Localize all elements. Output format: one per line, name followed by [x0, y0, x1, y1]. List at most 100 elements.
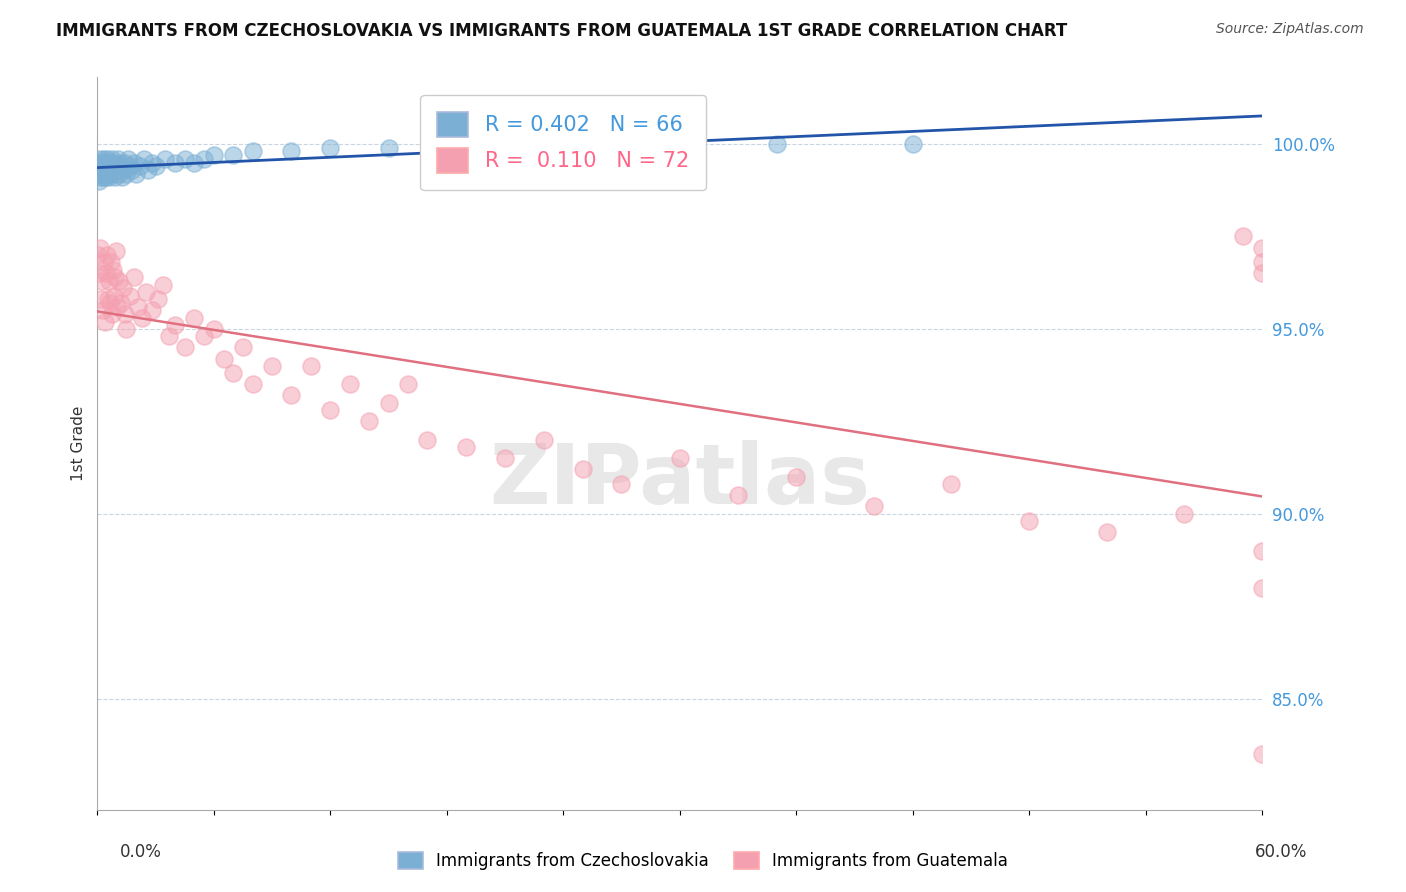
Point: [101, 162, 124, 177]
Point: [114, 155, 136, 169]
Point: [105, 300, 128, 314]
Point: [103, 288, 125, 302]
Point: [110, 159, 132, 173]
Point: [98, 159, 121, 173]
Point: [94, 162, 117, 177]
Legend: R = 0.402   N = 66, R =  0.110   N = 72: R = 0.402 N = 66, R = 0.110 N = 72: [420, 95, 706, 190]
Point: [1251, 241, 1274, 255]
Point: [120, 288, 142, 302]
Point: [145, 159, 167, 173]
Point: [183, 310, 205, 325]
Point: [90, 159, 112, 173]
Point: [1251, 267, 1274, 281]
Point: [1251, 747, 1274, 762]
Point: [98, 155, 121, 169]
Point: [90, 293, 112, 307]
Point: [232, 340, 254, 354]
Point: [91, 274, 114, 288]
Point: [1251, 581, 1274, 595]
Point: [96, 167, 118, 181]
Point: [89, 174, 111, 188]
Point: [131, 310, 153, 325]
Point: [110, 170, 132, 185]
Point: [87, 248, 110, 262]
Point: [941, 477, 963, 491]
Point: [727, 488, 749, 502]
Point: [132, 152, 155, 166]
Point: [377, 396, 399, 410]
Point: [377, 141, 399, 155]
Point: [89, 241, 111, 255]
Point: [121, 162, 143, 177]
Point: [97, 293, 120, 307]
Point: [1251, 544, 1274, 558]
Point: [114, 307, 136, 321]
Text: Source: ZipAtlas.com: Source: ZipAtlas.com: [1216, 22, 1364, 37]
Point: [101, 152, 124, 166]
Point: [416, 433, 439, 447]
Point: [668, 136, 690, 151]
Point: [100, 255, 122, 269]
Point: [765, 136, 787, 151]
Point: [89, 152, 111, 166]
Point: [110, 296, 132, 310]
Legend: Immigrants from Czechoslovakia, Immigrants from Guatemala: Immigrants from Czechoslovakia, Immigran…: [391, 845, 1015, 877]
Point: [107, 152, 129, 166]
Point: [115, 167, 138, 181]
Point: [98, 274, 121, 288]
Point: [173, 152, 195, 166]
Point: [136, 162, 159, 177]
Point: [89, 162, 111, 177]
Point: [90, 170, 112, 185]
Point: [120, 159, 142, 173]
Text: 60.0%: 60.0%: [1256, 843, 1308, 861]
Point: [396, 377, 419, 392]
Point: [96, 152, 118, 166]
Point: [319, 403, 342, 417]
Text: ZIPatlas: ZIPatlas: [489, 440, 870, 521]
Point: [127, 300, 149, 314]
Point: [97, 170, 120, 185]
Point: [141, 155, 163, 169]
Point: [202, 148, 225, 162]
Point: [1173, 507, 1195, 521]
Point: [107, 167, 129, 181]
Point: [105, 162, 128, 177]
Point: [260, 359, 283, 373]
Text: 0.0%: 0.0%: [120, 843, 162, 861]
Point: [129, 159, 152, 173]
Point: [108, 155, 131, 169]
Point: [97, 162, 120, 177]
Point: [474, 136, 496, 151]
Point: [193, 329, 215, 343]
Point: [436, 136, 458, 151]
Point: [93, 255, 115, 269]
Point: [104, 159, 127, 173]
Point: [533, 433, 555, 447]
Point: [94, 314, 117, 328]
Point: [107, 274, 129, 288]
Point: [222, 367, 245, 381]
Point: [280, 145, 302, 159]
Point: [901, 136, 924, 151]
Point: [96, 248, 118, 262]
Point: [152, 277, 174, 292]
Point: [115, 322, 138, 336]
Point: [93, 167, 115, 181]
Point: [103, 155, 125, 169]
Point: [93, 159, 115, 173]
Y-axis label: 1st Grade: 1st Grade: [72, 406, 86, 482]
Point: [359, 414, 381, 428]
Point: [89, 267, 111, 281]
Point: [96, 159, 118, 173]
Point: [101, 307, 124, 321]
Point: [339, 377, 361, 392]
Point: [862, 500, 884, 514]
Point: [98, 296, 121, 310]
Point: [104, 170, 127, 185]
Point: [212, 351, 235, 366]
Point: [1095, 525, 1118, 540]
Point: [193, 152, 215, 166]
Point: [157, 329, 180, 343]
Point: [100, 167, 122, 181]
